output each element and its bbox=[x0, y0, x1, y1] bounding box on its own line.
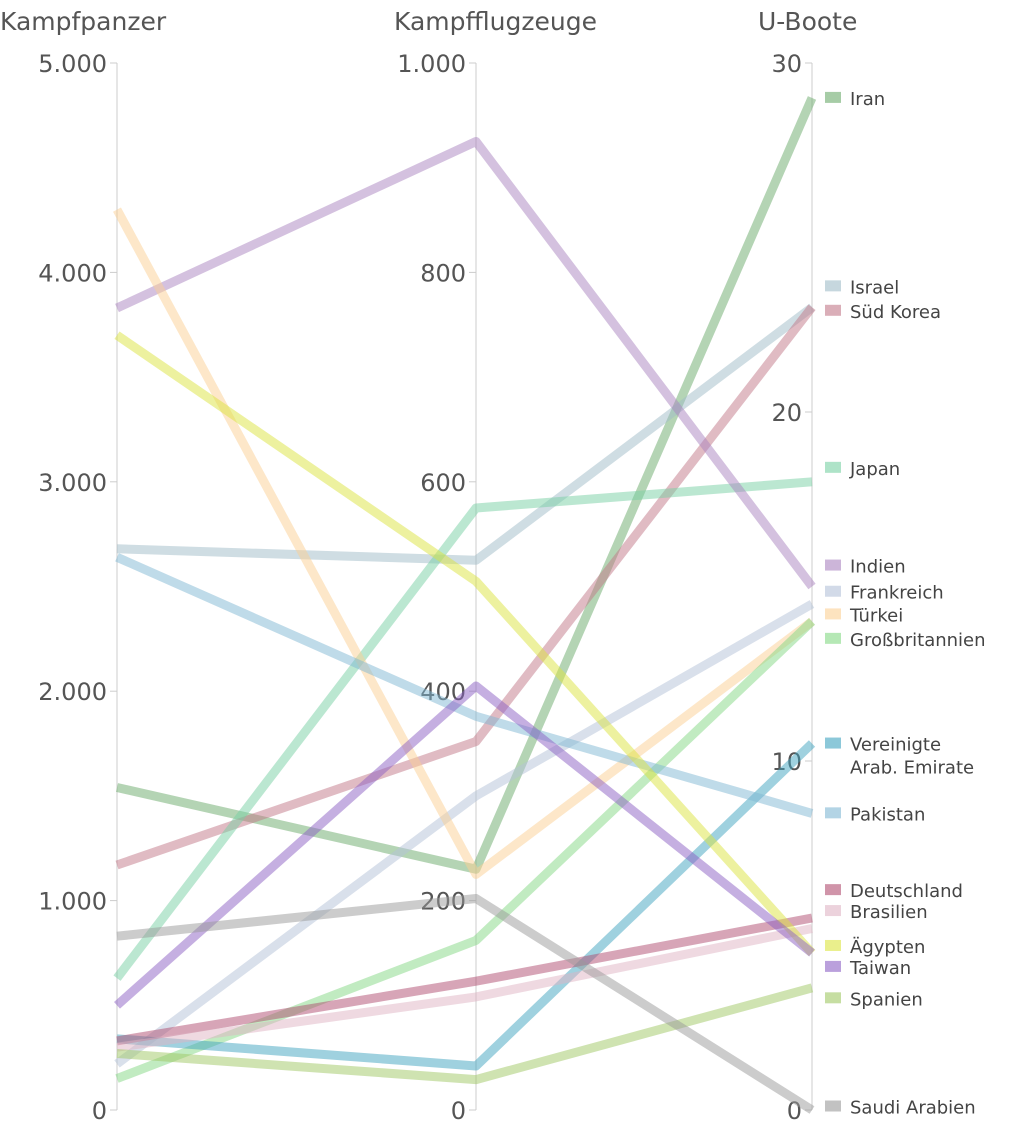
tick-label: 0 bbox=[92, 1097, 107, 1125]
legend-swatch-aegypten bbox=[825, 939, 841, 951]
series-line-spanien bbox=[116, 983, 814, 1085]
legend-swatch-spanien bbox=[825, 992, 841, 1004]
legend-swatch-sued-korea bbox=[825, 304, 841, 316]
legend-label-indien: Indien bbox=[850, 557, 906, 578]
legend-label-deutschland: Deutschland bbox=[850, 881, 963, 902]
series-line-pakistan bbox=[115, 553, 814, 818]
legend-swatch-indien bbox=[825, 559, 841, 571]
series-line-tuerkei bbox=[113, 207, 815, 879]
tick-label: 3.000 bbox=[38, 469, 107, 497]
legend-swatch-deutschland bbox=[825, 884, 841, 896]
legend-label-vereinigte-arab-emirate: Arab. Emirate bbox=[850, 758, 974, 779]
axis-title-u-boote: U-Boote bbox=[758, 7, 857, 36]
tick-label: 30 bbox=[771, 50, 802, 78]
series-line-deutschland bbox=[116, 913, 813, 1046]
legend-label-pakistan: Pakistan bbox=[850, 804, 925, 825]
series-line-frankreich bbox=[114, 600, 815, 1068]
legend-swatch-taiwan bbox=[825, 960, 841, 972]
tick-label: 0 bbox=[451, 1097, 466, 1125]
tick-label: 600 bbox=[420, 469, 466, 497]
legend-swatch-pakistan bbox=[825, 807, 841, 819]
series-line-indien bbox=[115, 137, 816, 590]
legend-swatch-israel bbox=[825, 280, 841, 292]
legend-swatch-saudi-arabien bbox=[825, 1100, 841, 1112]
legend-swatch-frankreich bbox=[825, 585, 841, 597]
axis-title-kampfflugzeuge: Kampfflugzeuge bbox=[394, 7, 597, 36]
legend-swatch-grossbritannien bbox=[825, 632, 841, 644]
legend-label-aegypten: Ägypten bbox=[850, 937, 925, 958]
legend-label-israel: Israel bbox=[850, 277, 899, 298]
series-line-brasilien bbox=[116, 924, 813, 1052]
legend-label-tuerkei: Türkei bbox=[849, 605, 903, 626]
series-line-vereinigte-arab-emirate bbox=[116, 740, 816, 1071]
legend-swatch-brasilien bbox=[825, 905, 841, 917]
legend-label-grossbritannien: Großbritannien bbox=[850, 630, 986, 651]
series-line-aegypten bbox=[114, 331, 816, 957]
tick-label: 20 bbox=[771, 399, 802, 427]
legend-label-japan: Japan bbox=[849, 459, 900, 480]
tick-label: 2.000 bbox=[38, 678, 107, 706]
legend-label-frankreich: Frankreich bbox=[850, 583, 944, 604]
legend-swatch-japan bbox=[825, 461, 841, 473]
series-line-saudi-arabien bbox=[116, 894, 815, 1114]
legend-swatch-iran bbox=[825, 91, 841, 103]
tick-label: 1.000 bbox=[38, 888, 107, 916]
legend-label-sued-korea: Süd Korea bbox=[850, 302, 941, 323]
legend-swatch-tuerkei bbox=[825, 608, 841, 620]
tick-label: 1.000 bbox=[397, 50, 466, 78]
legend-label-spanien: Spanien bbox=[850, 989, 923, 1010]
legend-label-saudi-arabien: Saudi Arabien bbox=[850, 1098, 976, 1119]
legend-label-iran: Iran bbox=[850, 89, 885, 110]
legend-label-taiwan: Taiwan bbox=[849, 958, 911, 979]
legend: Iran Israel Süd Korea Japan Indien Frankreich… bbox=[825, 89, 986, 1119]
series-lines bbox=[113, 96, 817, 1114]
series-line-israel bbox=[116, 303, 815, 565]
series-line-taiwan bbox=[114, 681, 815, 1009]
tick-label: 5.000 bbox=[38, 50, 107, 78]
legend-swatch-vereinigte-arab-emirate bbox=[825, 737, 841, 749]
tick-label: 800 bbox=[420, 259, 466, 287]
axis-title-kampfpanzer: Kampfpanzer bbox=[0, 7, 167, 36]
legend-label-brasilien: Brasilien bbox=[850, 902, 928, 923]
legend-label-vereinigte-arab-emirate: Vereinigte bbox=[850, 735, 941, 756]
series-line-japan bbox=[113, 477, 813, 981]
tick-label: 4.000 bbox=[38, 259, 107, 287]
